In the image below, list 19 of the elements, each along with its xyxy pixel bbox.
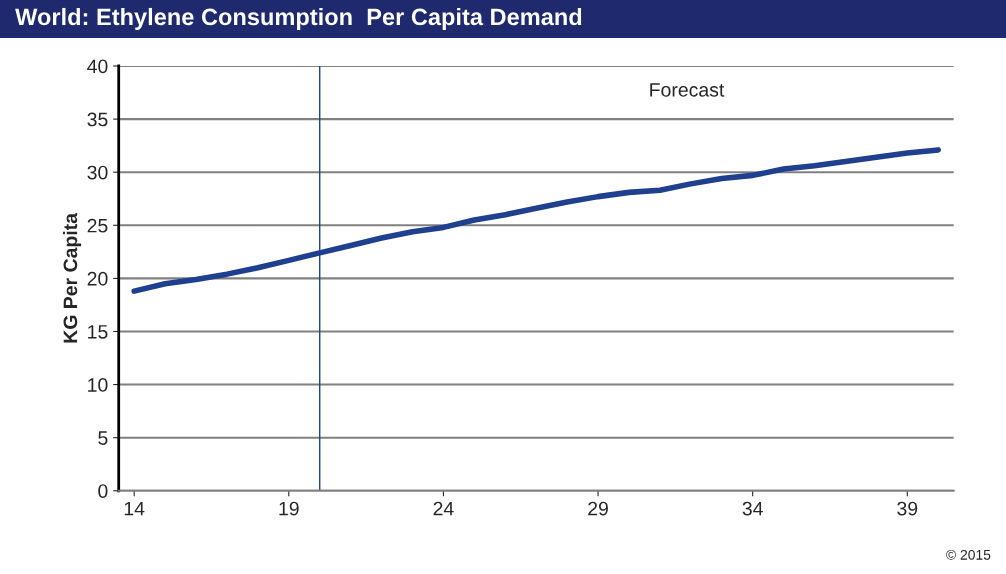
y-tick-label: 40 bbox=[87, 59, 108, 74]
y-tick-label: 15 bbox=[88, 325, 108, 339]
y-tick-label: 35 bbox=[87, 112, 108, 127]
y-tick-label: 25 bbox=[87, 218, 108, 233]
x-tick-label: 29 bbox=[588, 501, 608, 516]
annotation: Forecast bbox=[650, 83, 725, 97]
y-tick-label: 10 bbox=[88, 378, 108, 392]
text: © 2015 bbox=[946, 549, 991, 560]
y-tick-label: 0 bbox=[98, 484, 108, 499]
x-tick-label: 24 bbox=[433, 501, 454, 516]
y-tick-label: 5 bbox=[98, 431, 108, 445]
x-tick-label: 14 bbox=[124, 501, 145, 516]
y-tick-label: 20 bbox=[87, 271, 108, 286]
x-tick-label: 19 bbox=[279, 501, 299, 516]
y-axis-title: KG Per Capita bbox=[62, 212, 82, 343]
x-tick-label: 39 bbox=[897, 501, 918, 516]
x-tick-label: 34 bbox=[742, 501, 763, 516]
chart-title: World: Ethylene Consumption Per Capita Demand bbox=[15, 7, 582, 30]
y-tick-label: 30 bbox=[87, 165, 108, 180]
